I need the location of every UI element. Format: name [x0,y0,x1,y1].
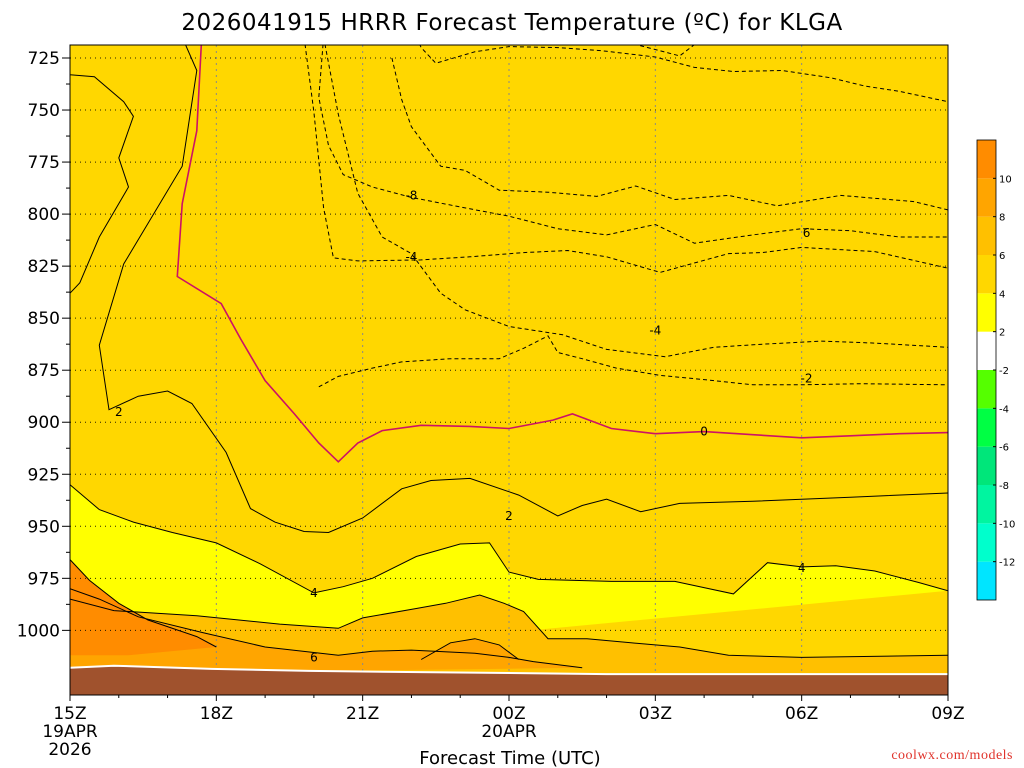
contour-label-6: 6 [803,226,811,240]
contour-label-0: 0 [700,425,708,439]
isotherm-8-14 [420,638,520,660]
y-tick-label-900: 900 [28,413,60,433]
y-tick-label-825: 825 [28,257,60,277]
isotherm-lines [70,45,948,669]
y-tick-label-925: 925 [28,465,60,485]
contour-label-6: 6 [310,650,318,664]
colorbar-segment-1 [977,523,996,562]
colorbar-segment-7 [977,293,996,332]
x-tick-sublabel-19APR: 19APR [42,722,98,742]
colorbar-label-2: 2 [999,328,1005,339]
isotherm-6-11 [70,588,583,669]
isotherm-2-8 [98,45,948,534]
colorbar-label--4: -4 [999,404,1009,415]
credit-text: coolwx.com/models [891,748,1013,763]
isotherm--2-5 [324,45,948,358]
contour-label--4: -4 [649,324,661,338]
colorbar-label-4: 4 [999,289,1005,300]
isotherm--12-4 [635,45,695,57]
x-tick-label-06Z: 06Z [785,704,818,724]
contour-label-2: 2 [115,405,123,419]
contour-label-4: 4 [798,561,806,575]
y-tick-label-725: 725 [28,49,60,69]
colorbar: -12 -10 -8 -6 -4 -2 2 4 6 8 10 [976,139,1015,601]
colorbar-segment-0 [977,561,996,600]
contour-fill-bands [70,45,948,675]
contour-label-4: 4 [310,586,318,600]
colorbar-segment-8 [977,255,996,294]
y-tick-label-975: 975 [28,569,60,589]
y-tick-label-950: 950 [28,517,60,537]
isotherm-8-13 [70,559,217,648]
colorbar-segment-9 [977,216,996,255]
plot-area: -8 -4 6 -4 -2 2 0 2 4 4 6 [69,44,949,696]
colorbar-label--10: -10 [999,519,1015,530]
x-tick-label-18Z: 18Z [200,704,233,724]
colorbar-label--8: -8 [999,481,1009,492]
colorbar-segment-11 [977,140,996,179]
y-axis: 725 750 775 800 825 850 875 900 925 950 975 1000 [17,49,70,641]
y-tick-label-850: 850 [28,309,60,329]
x-tick-label-21Z: 21Z [346,704,379,724]
colorbar-segment-10 [977,178,996,217]
colorbar-segment-5 [977,370,996,409]
grid-lines [70,45,948,695]
colorbar-segment-2 [977,485,996,524]
isotherm-0-7 [176,45,948,463]
colorbar-segment-4 [977,408,996,447]
x-tick-label-09Z: 09Z [931,704,964,724]
ground-line [70,664,948,676]
y-tick-label-775: 775 [28,153,60,173]
terrain-fill [70,664,948,695]
contour-label--4: -4 [405,250,417,264]
isotherm-4-9 [70,45,134,294]
y-tick-label-1000: 1000 [17,621,60,641]
band-12 [70,559,217,675]
y-tick-label-875: 875 [28,361,60,381]
contour-label-2: 2 [505,509,513,523]
x-tick-label-00Z: 00Z [492,704,525,724]
x-tick-label-03Z: 03Z [639,704,672,724]
chart-title: 2026041915 HRRR Forecast Temperature (ºC… [181,10,842,36]
isotherm--6-1 [318,45,948,244]
x-tick-sublabel-2026: 2026 [48,740,91,760]
colorbar-label--6: -6 [999,443,1009,454]
contour-label--8: -8 [405,188,417,202]
x-tick-label-15Z: 15Z [53,704,86,724]
x-axis-label: Forecast Time (UTC) [419,748,600,768]
isotherm-4-10 [70,484,948,595]
ground-terrain [70,665,948,695]
colorbar-segment-6 [977,331,996,370]
isotherm-6-12 [70,594,948,658]
y-tick-label-800: 800 [28,205,60,225]
colorbar-label--12: -12 [999,558,1015,569]
band-6 [70,45,948,675]
contour-labels: -8 -4 6 -4 -2 2 0 2 4 4 6 [115,188,813,664]
contour-label--2: -2 [801,372,813,386]
isotherm--8-0 [391,57,948,211]
isotherm--2-6 [318,335,948,388]
colorbar-label-6: 6 [999,251,1005,262]
colorbar-label-8: 8 [999,213,1005,224]
x-tick-sublabel-20APR: 20APR [481,722,537,742]
colorbar-segment-3 [977,446,996,485]
y-tick-label-750: 750 [28,101,60,121]
isotherm--4-2 [304,45,948,273]
colorbar-label-10: 10 [999,174,1012,185]
isotherm--10-3 [419,45,948,103]
colorbar-label--2: -2 [999,366,1009,377]
